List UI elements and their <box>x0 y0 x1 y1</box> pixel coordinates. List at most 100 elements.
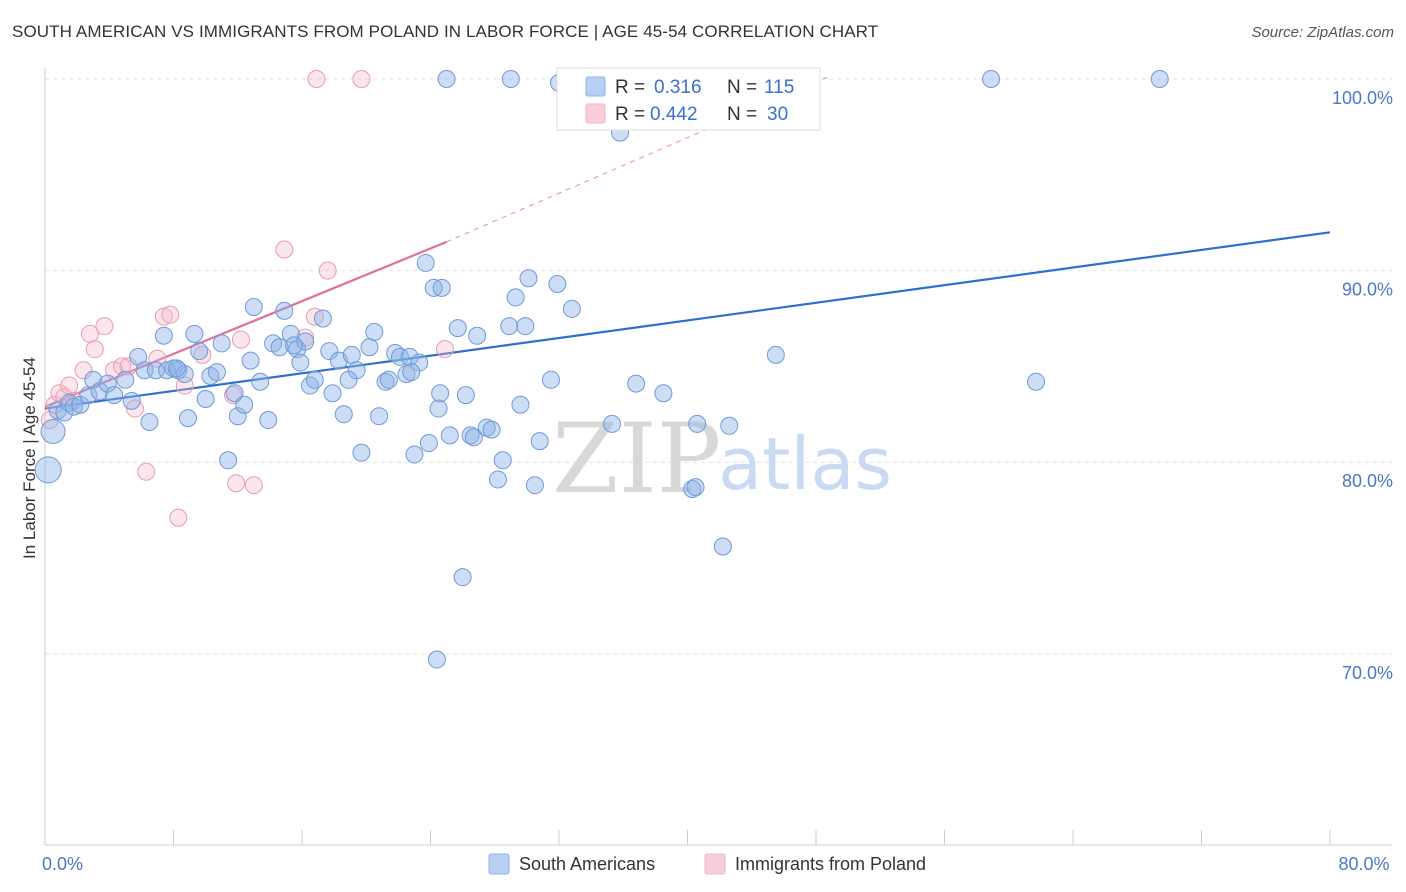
point-south-americans <box>482 420 501 439</box>
y-tick-label: 80.0% <box>1342 471 1393 491</box>
legend-r-label-2: R = <box>615 104 645 125</box>
y-tick-label: 70.0% <box>1342 663 1393 683</box>
watermark-zip: ZIP <box>552 403 721 515</box>
point-south-americans <box>270 338 289 357</box>
point-south-americans <box>323 384 342 403</box>
point-south-americans <box>105 386 124 405</box>
point-south-americans <box>516 317 535 336</box>
point-south-americans <box>84 370 103 389</box>
point-south-americans <box>64 397 83 416</box>
bottom-legend-label-south-americans: South Americans <box>519 854 655 874</box>
point-south-americans <box>501 70 520 88</box>
point-south-americans <box>530 432 549 451</box>
point-south-americans <box>982 70 1001 88</box>
legend-n-label-2: N = <box>727 104 757 125</box>
point-poland <box>154 307 173 326</box>
point-south-americans <box>506 288 525 307</box>
watermark: ZIP atlas <box>552 403 892 515</box>
point-south-americans <box>185 324 204 343</box>
point-south-americans <box>713 537 732 556</box>
point-poland <box>275 240 294 259</box>
point-south-americans <box>34 456 62 484</box>
bottom-legend-swatch-south-americans <box>488 853 510 875</box>
point-south-americans <box>339 370 358 389</box>
point-south-americans <box>190 342 209 361</box>
legend-n-value-2: 30 <box>767 104 788 125</box>
point-south-americans <box>541 370 560 389</box>
point-poland <box>318 261 337 280</box>
point-poland <box>148 349 167 368</box>
x-tick-label: 80.0% <box>1338 854 1389 874</box>
trend-line-south-americans <box>44 231 1331 410</box>
point-poland <box>352 70 371 88</box>
point-poland <box>161 305 180 324</box>
point-south-americans <box>519 269 538 288</box>
point-south-americans <box>603 414 622 433</box>
point-poland <box>227 474 246 493</box>
point-south-americans <box>352 443 371 462</box>
legend-r-value-2: 0.442 <box>650 104 698 125</box>
point-south-americans <box>313 309 332 328</box>
y-tick-label: 100.0% <box>1332 88 1393 108</box>
point-south-americans <box>55 403 74 422</box>
bottom-legend-swatch-poland <box>704 853 726 875</box>
point-south-americans <box>1150 70 1169 88</box>
point-south-americans <box>40 419 66 445</box>
top-legend: R = 0.316 N = 115 R = 0.442 N = 30 <box>556 67 821 131</box>
point-south-americans <box>400 347 419 366</box>
point-poland <box>435 340 454 359</box>
point-south-americans <box>154 326 173 345</box>
point-south-americans <box>688 414 707 433</box>
point-south-americans <box>440 426 459 445</box>
point-south-americans <box>376 372 395 391</box>
axes <box>44 68 1392 846</box>
point-south-americans <box>225 384 244 403</box>
point-poland <box>231 330 250 349</box>
y-axis-label: In Labor Force | Age 45-54 <box>20 357 39 559</box>
point-south-americans <box>342 345 361 364</box>
point-south-americans <box>98 374 117 393</box>
point-south-americans <box>686 478 705 497</box>
tick-labels: 100.0% 90.0% 80.0% 70.0% 0.0% 80.0% <box>42 88 1393 874</box>
point-south-americans <box>228 407 247 426</box>
point-south-americans <box>500 317 519 336</box>
point-south-americans <box>525 476 544 495</box>
watermark-atlas: atlas <box>718 422 892 506</box>
legend-n-label-1: N = <box>727 77 757 98</box>
x-tick-label: 0.0% <box>42 854 83 874</box>
point-south-americans <box>548 275 567 294</box>
point-south-americans <box>296 332 315 351</box>
point-south-americans <box>178 409 197 428</box>
point-south-americans <box>402 363 421 382</box>
point-south-americans <box>334 405 353 424</box>
point-south-americans <box>284 336 303 355</box>
point-south-americans <box>244 298 263 317</box>
y-tick-label: 90.0% <box>1342 280 1393 300</box>
point-poland <box>307 70 326 88</box>
point-south-americans <box>365 322 384 341</box>
point-south-americans <box>456 386 475 405</box>
point-south-americans <box>419 434 438 453</box>
chart-title: SOUTH AMERICAN VS IMMIGRANTS FROM POLAND… <box>12 22 879 41</box>
point-south-americans <box>301 376 320 395</box>
point-south-americans <box>116 370 135 389</box>
point-south-americans <box>431 384 450 403</box>
point-poland <box>137 462 156 481</box>
point-south-americans <box>212 334 231 353</box>
point-south-americans <box>305 370 324 389</box>
source-label: Source: ZipAtlas.com <box>1251 24 1394 41</box>
point-south-americans <box>275 301 294 320</box>
trend-line-poland <box>44 240 447 408</box>
point-south-americans <box>464 428 483 447</box>
point-south-americans <box>259 411 278 430</box>
bottom-legend: South Americans Immigrants from Poland <box>488 853 926 875</box>
point-south-americans <box>1027 372 1046 391</box>
point-south-americans <box>196 389 215 408</box>
point-south-americans <box>654 384 673 403</box>
point-south-americans <box>720 416 739 435</box>
point-south-americans <box>235 395 254 414</box>
point-south-americans <box>468 326 487 345</box>
point-south-americans <box>281 324 300 343</box>
point-south-americans <box>251 372 270 391</box>
